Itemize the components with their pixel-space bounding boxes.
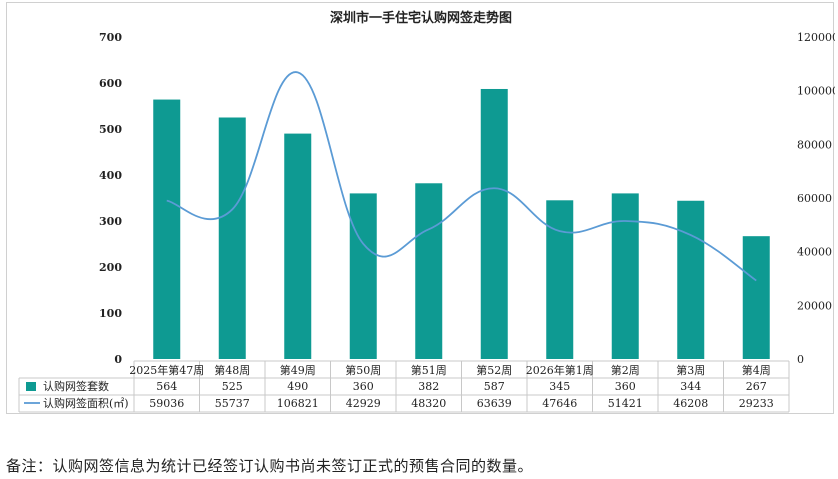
table-cell-line-value: 47646 (542, 397, 577, 410)
y-right-tick-label: 60000 (797, 192, 832, 205)
table-cell-line-value: 51421 (608, 397, 643, 410)
x-category-label: 第48周 (214, 363, 250, 377)
table-cell-line-value: 29233 (739, 397, 774, 410)
table-cell-bar-value: 344 (680, 380, 701, 393)
x-category-label: 第52周 (476, 363, 512, 377)
table-cell-bar-value: 382 (418, 380, 439, 393)
table-cell-bar-value: 360 (615, 380, 636, 393)
y-right-tick-label: 80000 (797, 138, 832, 151)
table-cell-line-value: 59036 (149, 397, 184, 410)
footnote: 备注：认购网签信息为统计已经签订认购书尚未签订正式的预售合同的数量。 (6, 457, 534, 475)
chart-title: 深圳市一手住宅认购网签走势图 (330, 10, 512, 26)
chart-frame: 深圳市一手住宅认购网签走势图 0 100 200 300 400 500 600 700 0 20… (6, 2, 835, 414)
x-category-label: 第4周 (742, 363, 771, 377)
bar-10 (742, 236, 770, 359)
legend-swatch-bar (26, 382, 36, 391)
table-cell-line-value: 42929 (346, 397, 381, 410)
y-left-tick-label: 200 (99, 261, 122, 274)
bar-6 (480, 88, 508, 359)
y-left-tick-label: 700 (99, 31, 122, 44)
legend-label-line: 认购网签面积(㎡) (43, 396, 129, 410)
x-category-label: 第2周 (611, 363, 640, 377)
bar-9 (677, 200, 705, 359)
y-right-tick-label: 120000 (797, 31, 835, 44)
table-cell-line-value: 55737 (215, 397, 250, 410)
table-cell-line-value: 106821 (277, 397, 319, 410)
table-cell-bar-value: 490 (287, 380, 308, 393)
y-right-tick-label: 0 (797, 353, 804, 366)
bar-5 (415, 183, 443, 359)
chart-svg: 深圳市一手住宅认购网签走势图 0100200300400500600700020… (18, 10, 835, 413)
bar-8 (611, 193, 639, 359)
x-category-label: 第3周 (676, 363, 705, 377)
plot-layer: 0 100 200 300 400 500 600 700 0 20000 40000 60000 80… (99, 31, 835, 366)
table-cell-bar-value: 564 (156, 380, 177, 393)
y-left-tick-label: 400 (99, 169, 122, 182)
y-left-tick-label: 500 (99, 123, 122, 136)
table-cell-bar-value: 360 (353, 380, 374, 393)
table-cell-bar-value: 587 (484, 380, 505, 393)
table-cell-line-value: 48320 (411, 397, 446, 410)
y-left-tick-label: 100 (99, 307, 122, 320)
bar-2 (218, 117, 246, 359)
x-category-label: 2026年第1周 (526, 363, 594, 377)
table-cell-bar-value: 267 (746, 380, 767, 393)
x-category-label: 第49周 (280, 363, 316, 377)
y-right-tick-label: 100000 (797, 85, 835, 98)
y-right-tick-label: 40000 (797, 246, 832, 259)
table-cell-line-value: 46208 (673, 397, 708, 410)
area-series-line (166, 71, 757, 282)
y-right-tick-label: 20000 (797, 299, 832, 312)
x-category-label: 第51周 (411, 363, 447, 377)
x-category-label: 2025年第47周 (129, 363, 204, 377)
y-left-tick-label: 300 (99, 215, 122, 228)
data-table: 2025年第47周 第48周 第49周 第50周 第51周 第52周 2026年第1周 第2周… (18, 360, 790, 413)
bar-7 (546, 200, 574, 359)
x-category-label: 第50周 (345, 363, 381, 377)
table-cell-bar-value: 525 (222, 380, 243, 393)
table-cell-line-value: 63639 (477, 397, 512, 410)
table-cell-bar-value: 345 (549, 380, 570, 393)
bar-3 (284, 133, 312, 359)
y-left-tick-label: 0 (114, 353, 122, 366)
y-left-tick-label: 600 (99, 77, 122, 90)
legend-label-bar: 认购网签套数 (43, 379, 109, 393)
bar-1 (153, 99, 181, 359)
bar-4 (349, 193, 377, 359)
